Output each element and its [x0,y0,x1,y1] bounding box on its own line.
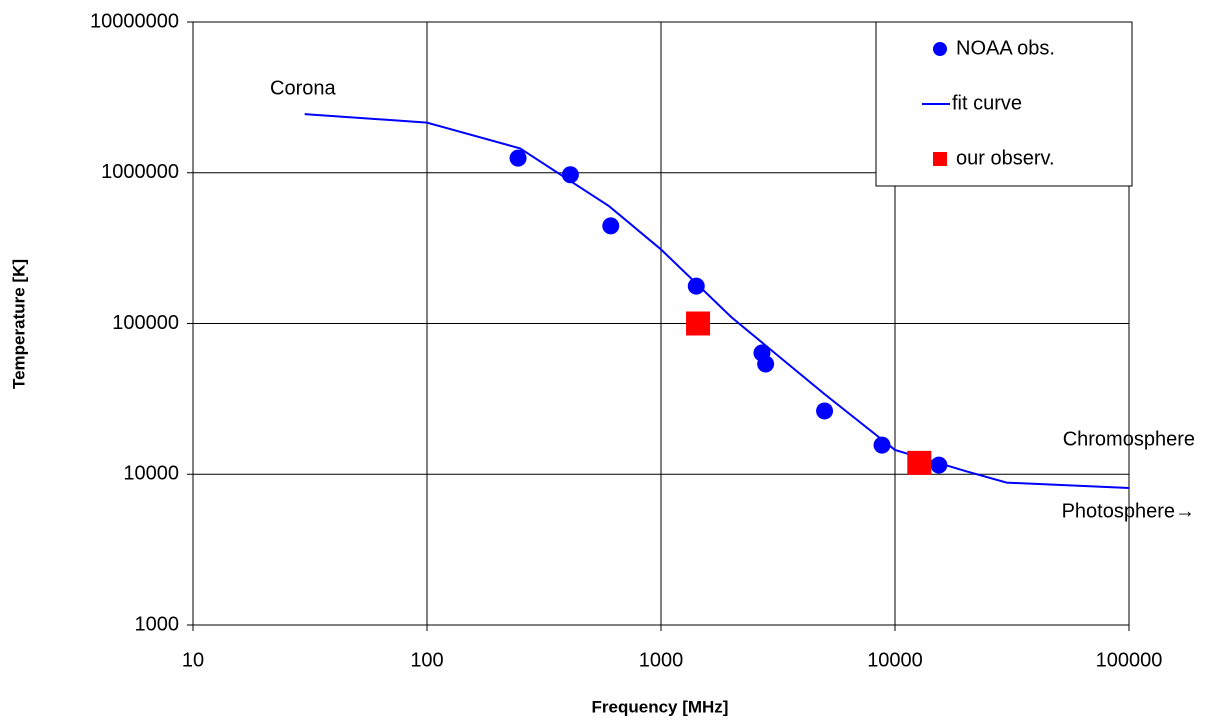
legend-label: NOAA obs. [956,37,1055,59]
legend-label: our observ. [956,147,1055,169]
x-tick-label: 10000 [867,649,923,671]
x-tick-label: 100 [410,649,443,671]
annotation: Corona [270,77,336,99]
y-tick-label: 10000 [123,463,179,485]
square-marker [686,311,711,336]
x-tick-label: 100000 [1096,649,1163,671]
y-tick-label: 1000 [135,613,180,635]
circle-marker [602,217,620,235]
circle-marker [509,149,527,167]
y-axis-title: Temperature [K] [9,259,28,389]
circle-marker [873,436,891,454]
y-tick-label: 100000 [112,312,179,334]
x-tick-label: 10 [182,649,204,671]
square-marker [907,450,932,475]
annotation: Photosphere→ [1062,500,1195,522]
fit-line [304,113,1130,490]
legend-swatch [933,152,947,166]
y-tick-label: 1000000 [101,161,179,183]
legend-swatch [933,42,947,56]
circle-marker [757,355,775,373]
circle-marker [816,402,834,420]
x-tick-label: 1000 [639,649,684,671]
circle-marker [687,277,705,295]
legend-box [875,21,1133,187]
annotation: Chromosphere [1063,428,1195,450]
x-axis-title: Frequency [MHz] [592,697,729,716]
legend-label: fit curve [952,92,1022,114]
y-tick-label: 10000000 [90,10,179,32]
